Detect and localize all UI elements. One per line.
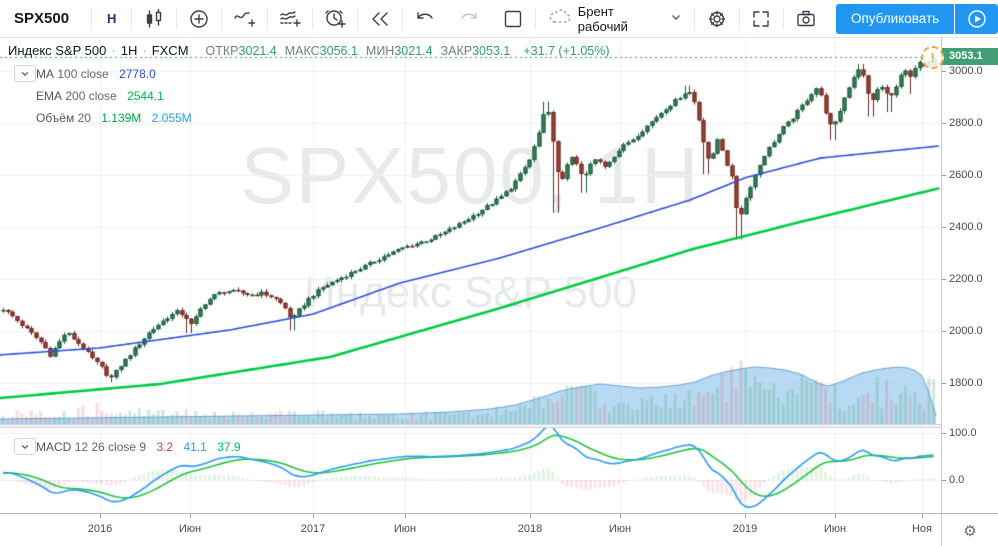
settings-gear-icon[interactable] bbox=[695, 0, 739, 38]
price-chart-canvas[interactable] bbox=[0, 38, 941, 424]
symbol-button[interactable]: SPX500 bbox=[14, 10, 70, 27]
toolbar-separator bbox=[131, 7, 133, 30]
volume-value: 2.055M bbox=[151, 111, 192, 125]
last-price-badge: 3053.1 bbox=[942, 48, 998, 65]
toolbar-separator bbox=[534, 7, 536, 30]
legend-separator: · bbox=[111, 43, 116, 58]
time-tick-mark bbox=[745, 514, 746, 518]
time-tick-label: Ноя bbox=[911, 523, 933, 535]
chart-legend: Индекс S&P 500 · 1H · FXCM ОТКР3021.4 МА… bbox=[8, 43, 610, 125]
toolbar-separator bbox=[311, 7, 313, 30]
toolbar-separator bbox=[176, 7, 178, 30]
legend-separator: · bbox=[142, 43, 147, 58]
price-tick-label: 2200.0 bbox=[942, 273, 983, 285]
time-tick-mark bbox=[405, 514, 406, 518]
top-toolbar: SPX500 H Брент рабочий bbox=[0, 0, 998, 38]
toolbar-separator bbox=[401, 7, 403, 30]
price-tick-label: 2400.0 bbox=[942, 221, 983, 233]
time-tick-label: 2018 bbox=[517, 523, 543, 535]
legend-interval: 1H bbox=[120, 43, 138, 58]
collapse-indicators-button[interactable] bbox=[14, 65, 36, 82]
alert-clock-icon[interactable] bbox=[313, 0, 357, 38]
indicator-row-macd[interactable]: MACD 12 26 close 9 3.2 41.1 37.9 bbox=[14, 438, 241, 455]
ohlc-open: ОТКР3021.4 bbox=[205, 44, 277, 58]
indicators-icon[interactable] bbox=[222, 0, 266, 38]
time-tick-label: Июн bbox=[393, 523, 417, 535]
price-tick-label: 2600.0 bbox=[942, 169, 983, 181]
toolbar-separator bbox=[783, 7, 785, 30]
indicator-templates-icon[interactable] bbox=[268, 0, 312, 38]
toolbar-separator bbox=[221, 7, 223, 30]
time-tick-mark bbox=[620, 514, 621, 518]
bar-replay-icon[interactable] bbox=[358, 0, 402, 38]
ma-value: 2778.0 bbox=[119, 67, 156, 81]
chevron-down-icon bbox=[670, 10, 682, 28]
legend-exchange: FXCM bbox=[151, 43, 189, 58]
price-axis[interactable]: 3053.1 3000.0 2800.0 2600.0 2400.0 2200.0 200… bbox=[941, 38, 998, 513]
time-tick-mark bbox=[835, 514, 836, 518]
interval-button[interactable]: H bbox=[106, 11, 117, 26]
toolbar-separator bbox=[91, 7, 93, 30]
fullscreen-icon[interactable] bbox=[739, 0, 783, 38]
toolbar-separator bbox=[356, 7, 358, 30]
candles-icon[interactable] bbox=[132, 0, 176, 38]
ema-value: 2544.1 bbox=[127, 89, 164, 103]
indicator-row-volume[interactable]: Объём 20 1.139M 2.055M bbox=[36, 111, 192, 125]
chart-region: SPX500, 1H Индекс S&P 500 Индекс S&P 500… bbox=[0, 38, 998, 546]
publish-button[interactable]: Опубликовать bbox=[835, 3, 955, 34]
axis-settings-corner: ⚙ bbox=[941, 514, 998, 546]
macd-hist-value: 3.2 bbox=[156, 440, 174, 454]
ohlc-fields: ОТКР3021.4 МАКС3056.1 МИН3021.4 ЗАКР3053… bbox=[206, 43, 511, 58]
time-tick-label: Июн bbox=[823, 523, 847, 535]
change-label: +31.7 (+1.05%) bbox=[523, 43, 610, 58]
macd-tick-label: 0.0 bbox=[941, 474, 965, 486]
undo-icon[interactable] bbox=[403, 0, 447, 38]
time-tick-mark bbox=[100, 514, 101, 518]
ohlc-high: МАКС3056.1 bbox=[284, 44, 358, 58]
toolbar-separator bbox=[266, 7, 268, 30]
time-tick-label: 2016 bbox=[87, 523, 113, 535]
ohlc-low: МИН3021.4 bbox=[365, 44, 433, 58]
time-axis[interactable]: ⚙ 2016 Июн 2017 Июн 2018 Июн 2019 Июн Ноя bbox=[0, 513, 998, 546]
saved-layout-menu[interactable]: Брент рабочий bbox=[536, 0, 694, 38]
alert-notification-icon[interactable]: ! bbox=[921, 46, 944, 69]
macd-pane-canvas[interactable] bbox=[0, 428, 941, 513]
pane-resize-handle[interactable] bbox=[0, 424, 941, 428]
legend-title: Индекс S&P 500 bbox=[8, 43, 107, 58]
time-tick-label: Июн bbox=[178, 523, 202, 535]
price-tick-label: 3000.0 bbox=[942, 65, 983, 77]
time-tick-label: Июн bbox=[608, 523, 632, 535]
publish-menu-icon[interactable] bbox=[955, 3, 998, 34]
macd-value: 41.1 bbox=[183, 440, 207, 454]
axis-settings-gear-icon[interactable]: ⚙ bbox=[963, 522, 977, 540]
macd-legend: MACD 12 26 close 9 3.2 41.1 37.9 bbox=[8, 438, 241, 455]
time-tick-label: 2017 bbox=[300, 523, 326, 535]
toolbar-separator bbox=[693, 7, 695, 30]
price-tick-label: 2800.0 bbox=[942, 117, 983, 129]
time-tick-mark bbox=[190, 514, 191, 518]
symbol-legend-row[interactable]: Индекс S&P 500 · 1H · FXCM ОТКР3021.4 МА… bbox=[8, 43, 610, 58]
camera-icon[interactable] bbox=[784, 0, 828, 38]
toolbar-right-group: Брент рабочий Опубликовать bbox=[491, 0, 998, 38]
price-tick-label: 1800.0 bbox=[942, 377, 983, 389]
macd-signal-value: 37.9 bbox=[217, 440, 241, 454]
ohlc-close: ЗАКР3053.1 bbox=[440, 44, 511, 58]
time-tick-mark bbox=[922, 514, 923, 518]
layout-name-label: Брент рабочий bbox=[577, 3, 628, 34]
cloud-save-icon bbox=[548, 7, 572, 30]
time-tick-mark bbox=[313, 514, 314, 518]
toolbar-separator bbox=[738, 7, 740, 30]
time-tick-label: 2019 bbox=[732, 523, 758, 535]
volume-ma-value: 1.139M bbox=[101, 111, 142, 125]
price-tick-label: 2000.0 bbox=[942, 325, 983, 337]
collapse-macd-button[interactable] bbox=[14, 438, 36, 455]
time-tick-mark bbox=[530, 514, 531, 518]
compare-add-icon[interactable] bbox=[177, 0, 221, 38]
layout-icon[interactable] bbox=[491, 0, 535, 38]
macd-tick-label: 100.0 bbox=[942, 427, 977, 439]
indicator-row-ema[interactable]: EMA 200 close 2544.1 bbox=[36, 89, 164, 103]
indicator-row-ma[interactable]: MA 100 close 2778.0 bbox=[14, 65, 156, 82]
redo-icon[interactable] bbox=[447, 0, 491, 38]
